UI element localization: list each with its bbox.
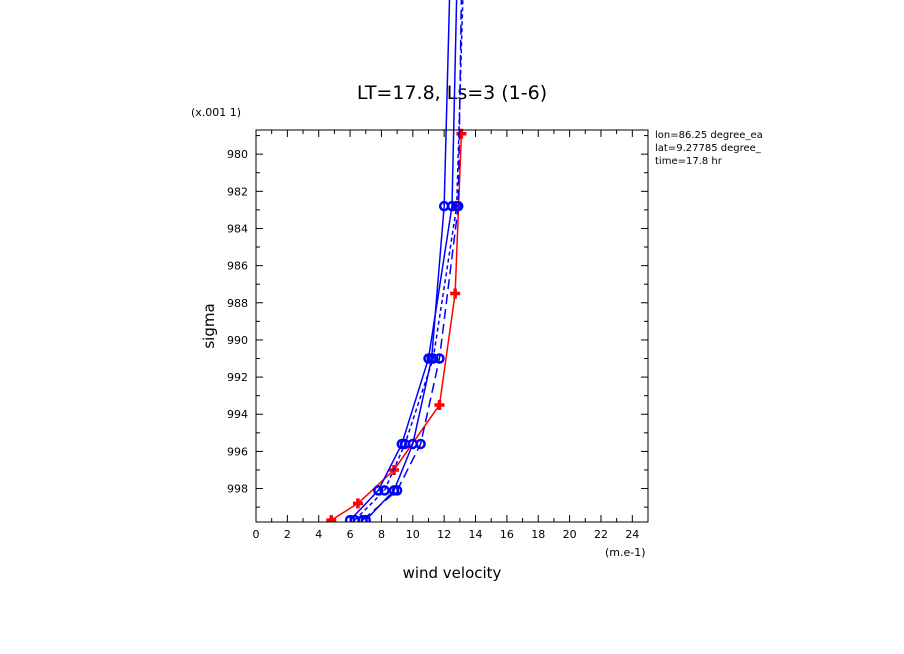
x-tick-label: 14 xyxy=(469,528,483,541)
data-point-circle xyxy=(399,438,411,450)
data-point-circle xyxy=(427,353,439,364)
x-tick-label: 8 xyxy=(378,528,385,541)
series-line-2 xyxy=(349,0,458,521)
y-tick-label: 988 xyxy=(227,297,248,310)
y-tick-label: 986 xyxy=(227,260,248,273)
y-tick-label: 992 xyxy=(227,371,248,384)
y-axis-label: sigma xyxy=(200,303,218,348)
info-line-3: time=17.8 hr xyxy=(655,156,723,167)
x-units: (m.e-1) xyxy=(605,546,646,559)
x-tick-label: 2 xyxy=(284,528,291,541)
series-line-5 xyxy=(354,0,464,521)
info-line-1: lon=86.25 degree_ea xyxy=(655,130,763,141)
data-point-circle xyxy=(451,200,462,212)
x-tick-label: 22 xyxy=(594,528,608,541)
x-tick-label: 16 xyxy=(500,528,514,541)
data-point-circle xyxy=(434,353,445,364)
data-point-circle xyxy=(415,438,426,450)
y-scale-note: (x.001 1) xyxy=(191,106,241,119)
series-group xyxy=(326,0,467,522)
y-axis-ticks: 980 982 984 986 988 990 992 994 996 998 xyxy=(227,135,648,508)
x-tick-label: 10 xyxy=(406,528,420,541)
y-tick-label: 990 xyxy=(227,334,248,347)
data-point-plus xyxy=(352,498,363,509)
chart-title: LT=17.8, Ls=3 (1-6) xyxy=(357,82,547,104)
data-point-circle xyxy=(391,485,403,496)
x-tick-label: 4 xyxy=(315,528,322,541)
series-line-1 xyxy=(330,133,463,521)
x-tick-label: 18 xyxy=(531,528,545,541)
x-tick-label: 0 xyxy=(253,528,260,541)
data-point-circle xyxy=(344,514,356,522)
data-point-circle xyxy=(373,485,384,496)
data-point-plus xyxy=(450,288,461,299)
y-tick-label: 982 xyxy=(227,185,248,198)
data-point-plus xyxy=(326,515,337,522)
data-point-circle xyxy=(379,485,390,496)
x-axis-label: wind velocity xyxy=(403,564,502,582)
data-point-circle xyxy=(349,514,361,522)
x-axis-ticks: 0 2 4 6 8 10 12 14 16 18 20 22 24 xyxy=(253,130,649,541)
y-tick-label: 980 xyxy=(227,148,248,161)
data-point-plus xyxy=(434,399,445,410)
y-tick-label: 994 xyxy=(227,408,248,421)
x-tick-label: 6 xyxy=(347,528,354,541)
x-tick-label: 12 xyxy=(437,528,451,541)
x-tick-label: 24 xyxy=(625,528,639,541)
y-tick-label: 998 xyxy=(227,483,248,496)
data-point-circle xyxy=(438,200,450,212)
series-line-3 xyxy=(365,0,451,521)
plot-frame xyxy=(255,129,649,523)
y-tick-label: 984 xyxy=(227,222,248,235)
x-tick-label: 20 xyxy=(563,528,577,541)
info-line-2: lat=9.27785 degree_ xyxy=(655,143,762,154)
y-tick-label: 996 xyxy=(227,445,248,458)
